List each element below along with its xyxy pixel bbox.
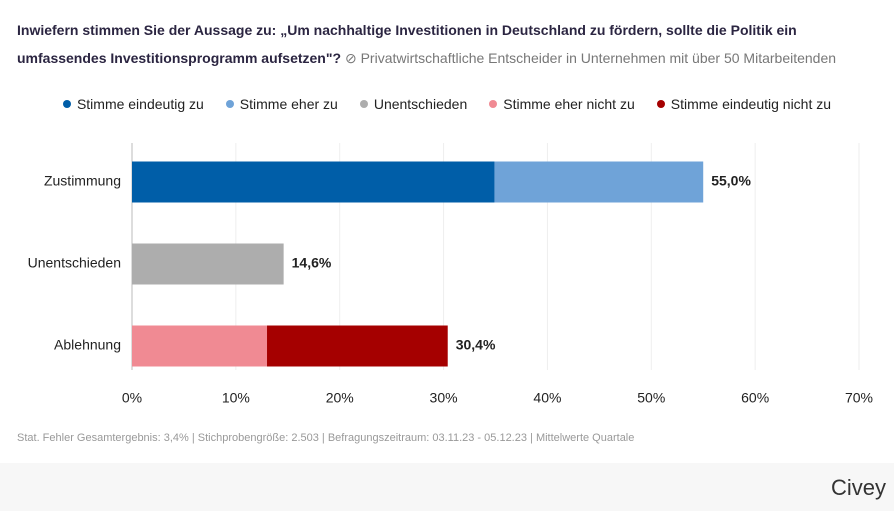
legend: Stimme eindeutig zu Stimme eher zu Unentsc… [0, 96, 894, 112]
legend-marker [62, 100, 71, 108]
brand: Civey [830, 475, 886, 500]
legend-label: Stimme eindeutig zu [76, 96, 204, 112]
bar-segment [494, 161, 704, 203]
footer: Civey [0, 463, 894, 511]
x-tick-label: 40% [533, 390, 561, 406]
legend-label: Stimme eindeutig nicht zu [670, 96, 832, 112]
legend-label: Stimme eher zu [239, 96, 338, 112]
legend-marker [225, 100, 234, 108]
legend-item: Stimme eher nicht zu [489, 96, 635, 112]
footnote: Stat. Fehler Gesamtergebnis: 3,4% | Stic… [17, 432, 634, 444]
x-tick-label: 0% [122, 390, 142, 406]
chart-subtitle: Privatwirtschaftliche Entscheider in Unt… [360, 50, 837, 66]
legend-item: Unentschieden [359, 96, 468, 112]
x-tick-label: 30% [430, 390, 458, 406]
x-tick-label: 60% [741, 390, 769, 406]
data-label: 55,0% [711, 173, 751, 189]
header: Inwiefern stimmen Sie der Aussage zu: „U… [17, 16, 887, 72]
bar-segment [132, 243, 284, 285]
x-tick-label: 70% [845, 390, 873, 406]
x-tick-label: 10% [222, 390, 250, 406]
legend-label: Stimme eher nicht zu [503, 96, 635, 112]
bar-segment [267, 325, 448, 367]
legend-marker [656, 100, 665, 108]
chart: 0% 10% 20% 30% 40% 50% 60% 70% Zustimmung 55,0% Un… [17, 143, 873, 444]
data-label: 30,4% [456, 337, 496, 353]
y-tick-label: Zustimmung [44, 173, 121, 189]
y-tick-label: Unentschieden [28, 255, 121, 271]
legend-item: Stimme eindeutig zu [62, 96, 204, 112]
x-tick-label: 20% [326, 390, 354, 406]
legend-item: Stimme eher zu [225, 96, 338, 112]
y-tick-label: Ablehnung [54, 337, 121, 353]
legend-marker [489, 100, 498, 108]
bar-segment [132, 325, 268, 367]
bar-segment [132, 161, 495, 203]
legend-label: Unentschieden [373, 96, 468, 112]
data-label: 14,6% [292, 255, 332, 271]
legend-item: Stimme eindeutig nicht zu [656, 96, 832, 112]
chart-title: Inwiefern stimmen Sie der Aussage zu: „U… [17, 22, 797, 66]
icon: ⊘ [344, 50, 357, 66]
legend-marker [359, 100, 368, 108]
x-tick-label: 50% [637, 390, 665, 406]
